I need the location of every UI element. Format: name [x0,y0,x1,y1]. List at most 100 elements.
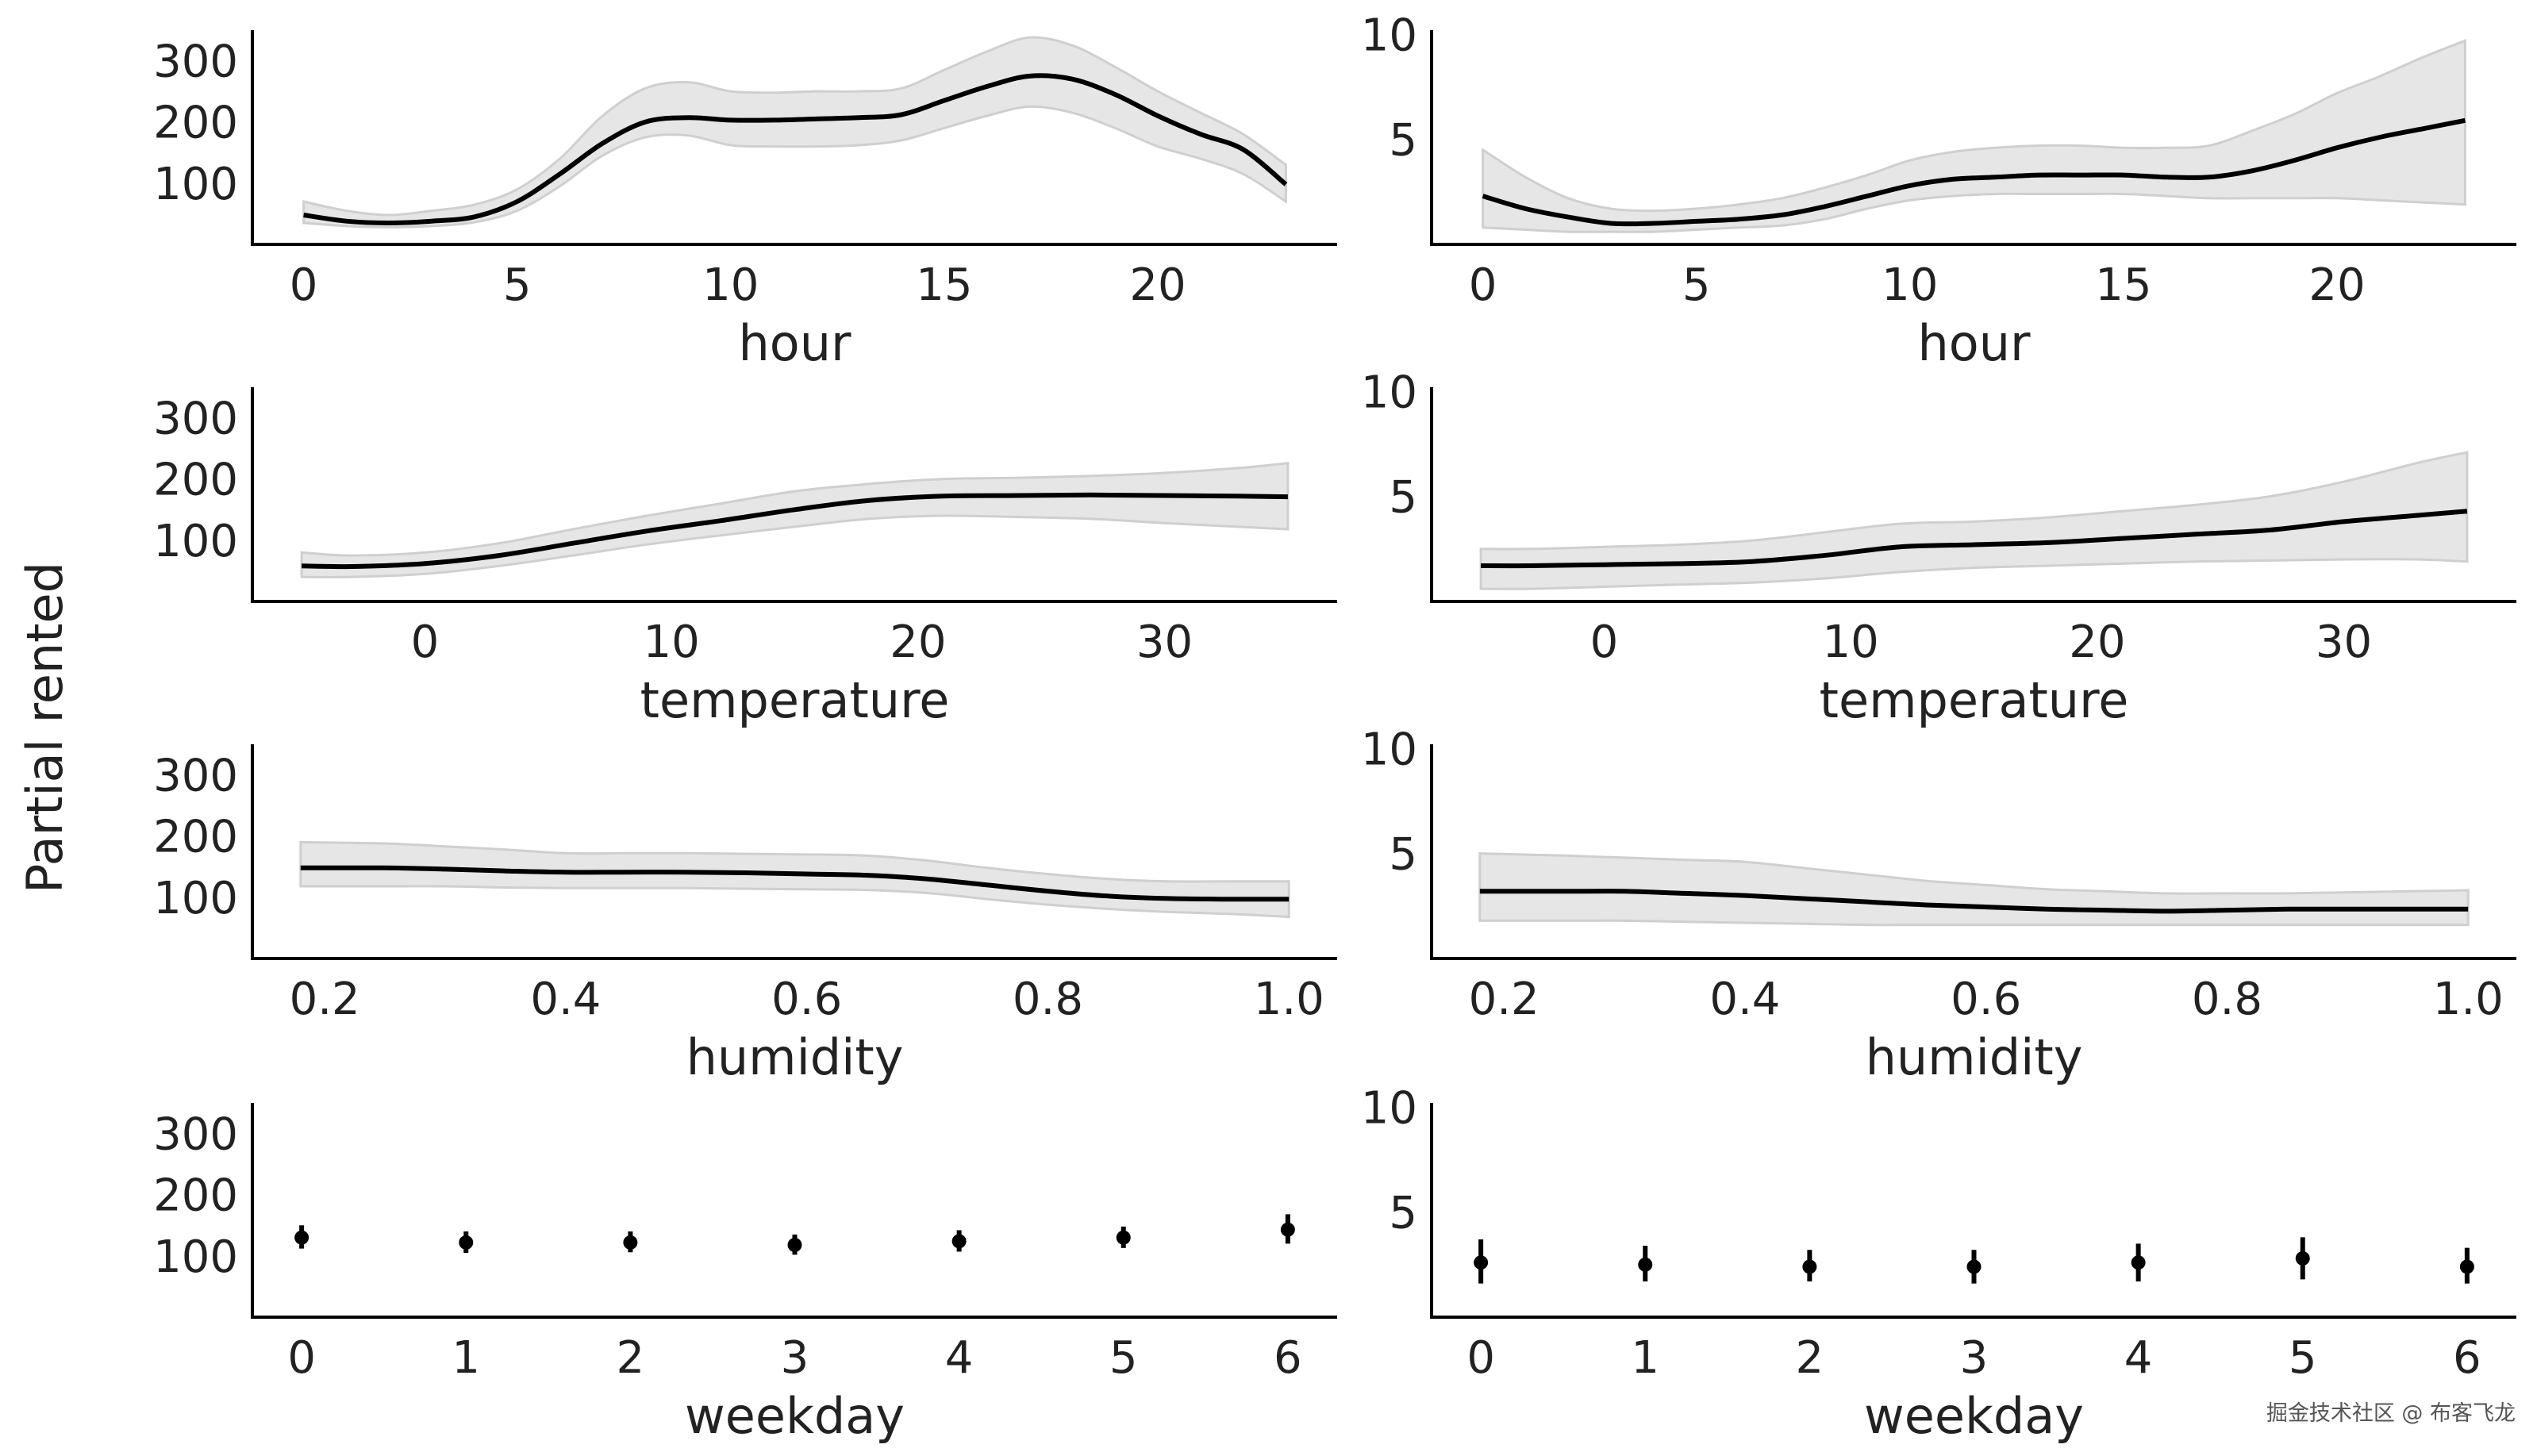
mean-point [951,1234,967,1249]
x-tick-label: 1 [1631,1332,1659,1384]
x-tick-label: 1 [452,1332,480,1384]
x-tick-label: 0 [1590,617,1619,668]
mean-point [1802,1259,1817,1274]
y-tick-label: 100 [153,516,238,567]
mean-line [1479,889,2469,914]
y-tick-label: 10 [1361,367,1417,418]
x-tick-label: 1.0 [2433,974,2504,1025]
x-axis-label: hour [738,314,851,372]
x-tick-label: 5 [503,259,532,311]
y-tick-label: 200 [153,1170,238,1222]
x-tick-label: 1.0 [1254,974,1324,1025]
x-tick-label: 0.2 [1469,974,1539,1025]
x-tick-label: 0.8 [2192,974,2262,1025]
mean-point [787,1237,802,1252]
panel-left-weekday: 100 200 300 0 1 2 3 4 5 6 weekday [153,1103,1337,1445]
mean-line [1482,117,2466,227]
y-tick-label: 300 [153,751,238,802]
mean-point [1280,1222,1295,1237]
x-axis-label: humidity [686,1028,904,1086]
mean-point [1966,1259,1982,1274]
hdi-band [1478,852,2470,927]
hdi-band [1479,451,2469,590]
x-tick-label: 4 [2124,1332,2153,1384]
mean-point [1638,1257,1653,1272]
y-axis-label: Partial rented [16,562,74,893]
x-axis-label: temperature [1820,671,2129,729]
x-tick-label: 30 [2316,617,2372,668]
x-tick-label: 10 [702,259,759,311]
x-tick-label: 10 [1823,617,1879,668]
x-tick-label: 0.6 [1951,974,2021,1025]
x-tick-label: 0.4 [530,974,601,1025]
x-tick-label: 0 [411,617,440,668]
x-tick-label: 6 [1274,1332,1302,1384]
x-tick-label: 0.6 [771,974,842,1025]
y-tick-label: 5 [1389,115,1417,167]
y-tick-label: 300 [153,394,238,445]
y-tick-label: 100 [153,159,238,210]
x-axis-label: humidity [1866,1028,2083,1086]
x-axis-label: temperature [640,671,950,729]
x-tick-label: 5 [1109,1332,1138,1384]
mean-point [294,1230,309,1245]
x-tick-label: 0 [287,1332,316,1384]
x-tick-label: 20 [890,617,946,668]
hdi-band [299,840,1290,919]
x-tick-label: 20 [1129,259,1186,311]
y-tick-label: 10 [1361,10,1417,61]
y-tick-label: 5 [1389,472,1417,524]
x-tick-label: 2 [1796,1332,1824,1384]
mean-line [303,73,1288,225]
x-axis-label: weekday [685,1387,905,1445]
y-tick-label: 200 [153,455,238,506]
x-tick-label: 0.4 [1709,974,1780,1025]
x-tick-label: 15 [916,259,972,311]
hdi-band [302,36,1287,229]
mean-point [2295,1250,2310,1266]
mean-point [1474,1255,1489,1270]
x-tick-label: 4 [945,1332,974,1384]
y-tick-label: 5 [1389,1188,1417,1239]
mean-point [623,1235,638,1250]
panel-left-temperature: 100 200 300 0 10 20 30 temperature [153,387,1337,729]
x-tick-label: 15 [2095,259,2151,311]
mean-line [300,865,1290,902]
y-tick-label: 200 [153,98,238,149]
x-tick-label: 0 [1466,1332,1495,1384]
x-tick-label: 0.2 [290,974,360,1025]
x-tick-label: 10 [644,617,700,668]
panel-left-humidity: 100 200 300 0.2 0.4 0.6 0.8 1.0 humidity [153,744,1337,1086]
watermark: 掘金技术社区 @ 布客飞龙 [2266,1401,2516,1426]
x-tick-label: 20 [2069,617,2125,668]
x-axis-label: hour [1917,314,2031,372]
y-tick-label: 200 [153,812,238,863]
mean-point [2459,1259,2474,1274]
x-tick-label: 20 [2308,259,2365,311]
y-tick-label: 10 [1361,1082,1417,1134]
x-tick-label: 3 [1960,1332,1989,1384]
mean-point [1116,1230,1131,1245]
x-tick-label: 5 [1682,259,1711,311]
x-tick-label: 10 [1882,259,1938,311]
y-tick-label: 100 [153,1231,238,1283]
panel-left-hour: 100 200 300 0 5 10 15 20 hour [153,30,1337,372]
y-tick-label: 5 [1389,829,1417,881]
mean-point [2131,1255,2146,1270]
x-tick-label: 0 [290,259,318,311]
y-tick-label: 300 [153,1109,238,1161]
y-tick-label: 10 [1361,724,1417,775]
mean-point [459,1235,474,1250]
hdi-band [1482,38,2466,233]
y-tick-label: 100 [153,873,238,924]
x-tick-label: 0 [1469,259,1497,311]
panel-right-hour: 5 10 0 5 10 15 20 hour [1361,10,2516,372]
panel-right-weekday: 5 10 0 1 2 3 4 5 6 weekday [1361,1082,2516,1445]
x-axis-label: weekday [1864,1387,2084,1445]
x-tick-label: 6 [2453,1332,2481,1384]
x-tick-label: 2 [617,1332,645,1384]
x-tick-label: 0.8 [1013,974,1083,1025]
x-tick-label: 3 [781,1332,809,1384]
